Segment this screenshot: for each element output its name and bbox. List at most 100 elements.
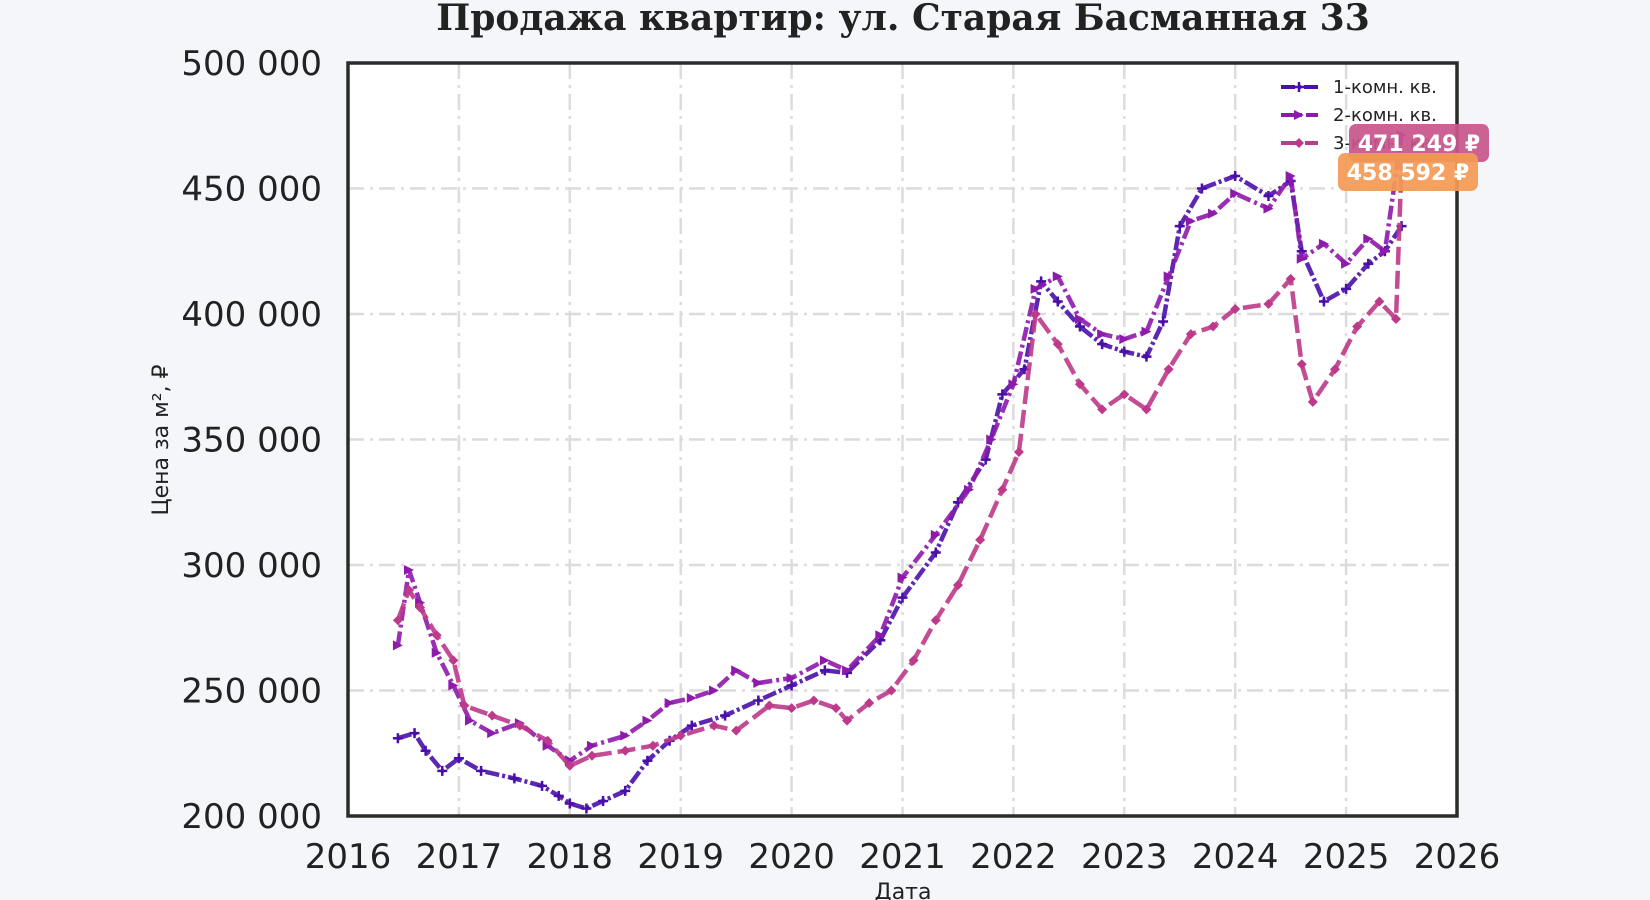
legend-marker (1294, 82, 1304, 92)
data-point (731, 725, 742, 736)
data-point (1363, 258, 1374, 269)
data-point (409, 728, 420, 739)
data-point (908, 655, 919, 666)
data-point (808, 695, 819, 706)
data-point (1097, 404, 1108, 415)
data-point (830, 703, 841, 714)
data-point (1163, 271, 1174, 282)
data-point (448, 680, 459, 691)
data-point (487, 728, 498, 739)
data-point (1097, 329, 1108, 340)
data-point (1263, 298, 1274, 309)
data-point (786, 703, 797, 714)
data-point (986, 434, 997, 445)
data-point (1318, 238, 1329, 249)
grid (348, 63, 1457, 816)
legend-label: 1-комн. кв. (1333, 77, 1437, 98)
data-point (642, 715, 653, 726)
data-point (1119, 346, 1130, 357)
data-point (708, 685, 719, 696)
y-axis-label: Цена за м², ₽ (149, 364, 174, 515)
data-point (764, 700, 775, 711)
data-point (553, 790, 564, 801)
data-point (1230, 170, 1241, 181)
data-point (620, 745, 631, 756)
data-point (675, 730, 686, 741)
data-point (1318, 296, 1329, 307)
data-point (586, 740, 597, 751)
data-point (1230, 188, 1241, 199)
data-point (581, 803, 592, 814)
data-point (1174, 221, 1185, 232)
legend-item: 1-комн. кв. (1281, 77, 1437, 98)
x-tick-label: 2018 (527, 837, 614, 877)
badge-label: 458 592 ₽ (1347, 161, 1469, 186)
x-tick-label: 2017 (416, 837, 503, 877)
data-point (1374, 296, 1385, 307)
data-point (1196, 183, 1207, 194)
data-point (930, 615, 941, 626)
data-point (1341, 258, 1352, 269)
data-point (997, 484, 1008, 495)
data-point (620, 785, 631, 796)
data-point (731, 665, 742, 676)
data-point (664, 698, 675, 709)
data-point (453, 753, 464, 764)
data-point (564, 760, 575, 771)
data-point (1263, 191, 1274, 202)
data-point (598, 795, 609, 806)
series-line (395, 166, 1404, 769)
data-point (1379, 246, 1390, 257)
y-tick-label: 450 000 (181, 170, 322, 210)
y-tick-label: 200 000 (181, 797, 322, 837)
data-point (1296, 253, 1307, 264)
data-point (786, 680, 797, 691)
data-point (720, 710, 731, 721)
data-point (1008, 379, 1019, 390)
x-tick-label: 2026 (1414, 837, 1501, 877)
data-point (897, 572, 908, 583)
legend-label: 2-комн. кв. (1333, 105, 1437, 126)
y-tick-label: 350 000 (181, 421, 322, 461)
data-point (1141, 326, 1152, 337)
data-point (448, 655, 459, 666)
data-point (1285, 273, 1296, 284)
data-point (392, 733, 403, 744)
data-point (459, 700, 470, 711)
data-point (1296, 359, 1307, 370)
data-point (403, 585, 414, 596)
data-point (975, 534, 986, 545)
data-point (392, 615, 403, 626)
data-point (1158, 316, 1169, 327)
last-value-badges: 471 249 ₽ 458 592 ₽ (1338, 124, 1489, 191)
data-point (392, 640, 403, 651)
data-point (1052, 271, 1063, 282)
data-point (487, 710, 498, 721)
data-point (620, 730, 631, 741)
badge-label: 471 249 ₽ (1358, 132, 1480, 157)
data-point (1163, 364, 1174, 375)
chart-title: Продажа квартир: ул. Старая Басманная 33 (436, 0, 1370, 39)
x-tick-label: 2019 (637, 837, 724, 877)
data-point (537, 780, 548, 791)
y-tick-label: 250 000 (181, 672, 322, 712)
data-point (1119, 389, 1130, 400)
data-point (1363, 233, 1374, 244)
data-point (420, 745, 431, 756)
data-point (875, 630, 886, 641)
x-tick-label: 2016 (305, 837, 392, 877)
data-series (392, 130, 1407, 814)
x-tick-label: 2023 (1081, 837, 1168, 877)
data-point (686, 693, 697, 704)
x-axis-ticks: 2016 2017 2018 2019 2020 2021 2022 2023 2024 2025… (305, 837, 1501, 877)
data-point (997, 389, 1008, 400)
data-point (403, 565, 414, 576)
y-tick-label: 400 000 (181, 295, 322, 335)
data-point (786, 672, 797, 683)
data-point (842, 665, 853, 676)
x-tick-label: 2021 (859, 837, 946, 877)
data-point (1074, 314, 1085, 325)
data-point (1391, 314, 1402, 325)
data-point (753, 695, 764, 706)
data-point (509, 773, 520, 784)
